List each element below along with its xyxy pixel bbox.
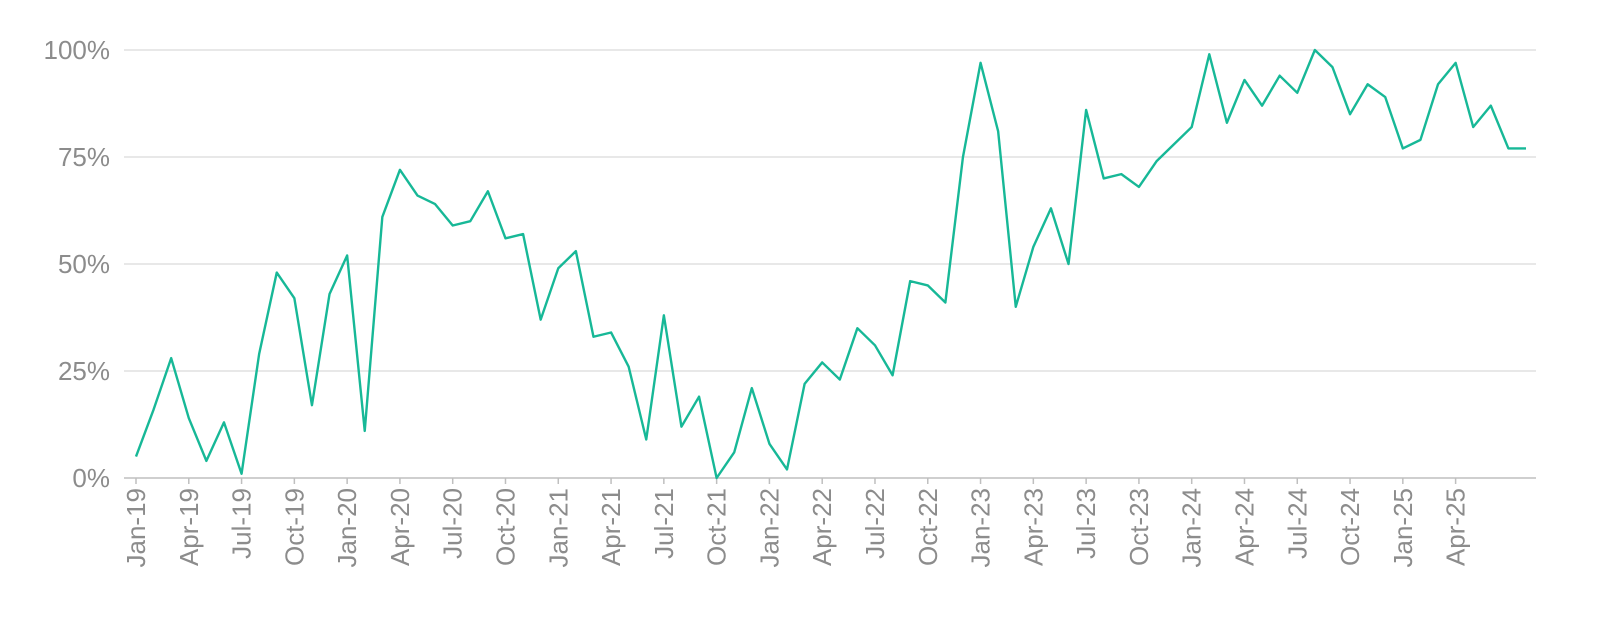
x-axis-tick-labels: Jan-19 Apr-19 Jul-19 Oct-19 Jan-20 Apr-20 Jul-… [121,478,1471,568]
x-tick-label: Jan-19 [121,488,151,568]
y-tick-label: 50% [58,249,110,279]
x-tick-label: Jul-24 [1282,488,1312,559]
x-tick-label: Jan-23 [966,488,996,568]
x-tick-label: Jul-20 [438,488,468,559]
x-tick-label: Apr-24 [1229,488,1259,566]
x-tick-label: Apr-19 [174,488,204,566]
x-tick-label: Apr-21 [596,488,626,566]
y-tick-label: 75% [58,142,110,172]
x-tick-label: Apr-23 [1018,488,1048,566]
series-line [134,48,1526,480]
x-tick-label: Jul-19 [227,488,257,559]
y-tick-label: 100% [44,35,111,65]
x-tick-label: Oct-21 [702,488,732,566]
x-tick-label: Oct-20 [490,488,520,566]
x-tick-label: Jan-21 [543,488,573,568]
y-tick-label: 25% [58,356,110,386]
x-tick-label: Jul-22 [860,488,890,559]
x-tick-label: Oct-23 [1124,488,1154,566]
gridlines [124,49,1536,372]
x-tick-label: Oct-19 [279,488,309,566]
x-tick-label: Jul-23 [1071,488,1101,559]
x-tick-label: Apr-25 [1441,488,1471,566]
x-tick-label: Jul-21 [649,488,679,559]
y-tick-label: 0% [72,463,110,493]
y-axis-tick-labels: 0% 25% 50% 75% 100% [44,35,111,493]
x-tick-label: Jan-24 [1177,488,1207,568]
x-tick-label: Apr-20 [385,488,415,566]
x-tick-label: Oct-22 [913,488,943,566]
x-tick-label: Jan-20 [332,488,362,568]
x-tick-label: Apr-22 [807,488,837,566]
x-tick-label: Jan-22 [754,488,784,568]
x-tick-label: Jan-25 [1388,488,1418,568]
x-tick-label: Oct-24 [1335,488,1365,566]
